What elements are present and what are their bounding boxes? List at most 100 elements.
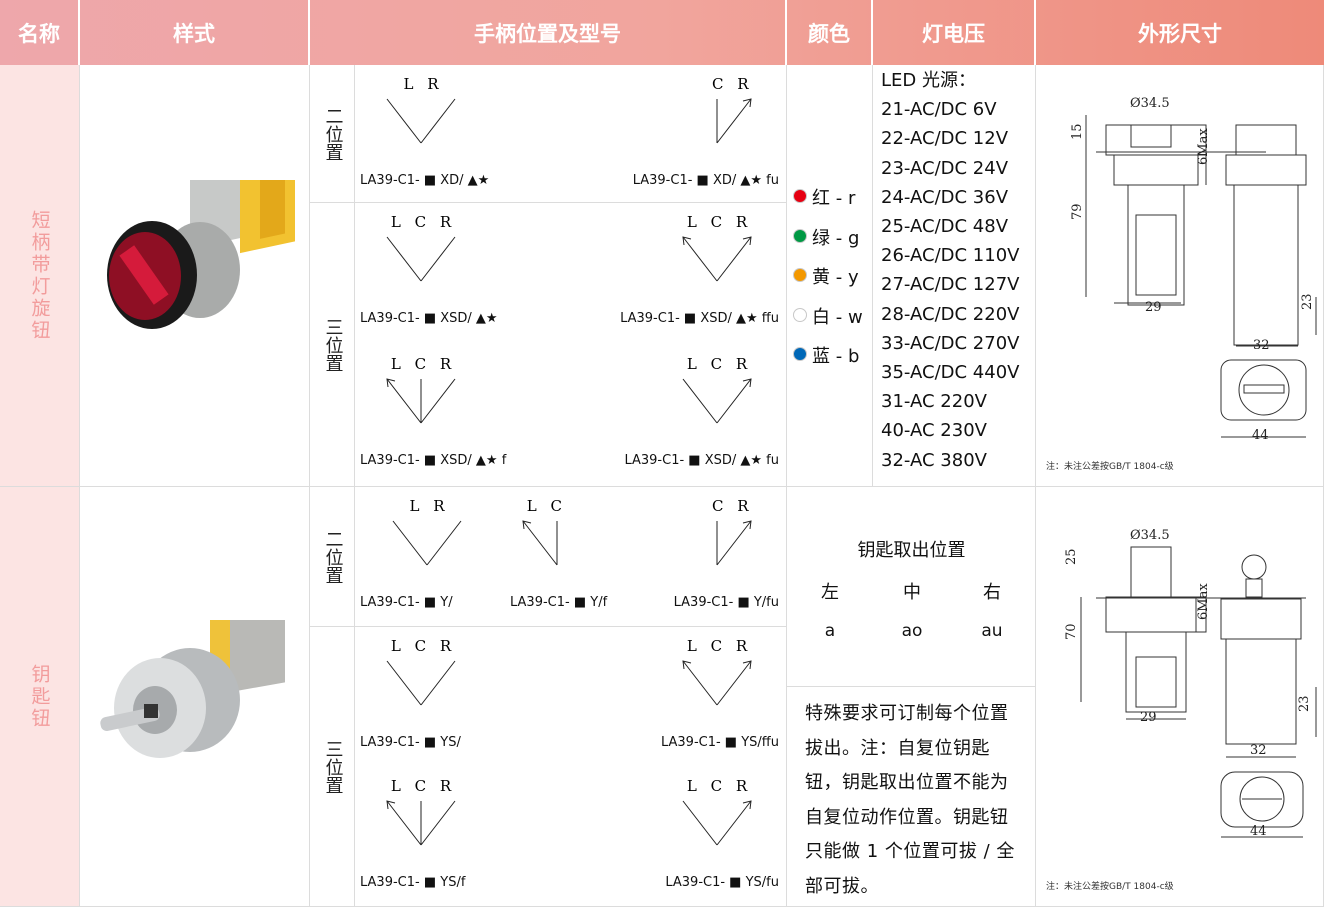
diagram-line (420, 800, 456, 846)
voltage-item: LED 光源： (881, 70, 976, 91)
position-diagram: L C R (682, 355, 752, 424)
diagram-line (682, 660, 718, 706)
diagram-line (386, 800, 422, 846)
dimension-label: 32 (1250, 743, 1267, 758)
dimension-note: 注：未注公差按GB/T 1804-c级 (1046, 882, 1174, 892)
position-label: 二位置 (322, 107, 344, 161)
dimension-cell (1036, 487, 1324, 907)
diagram-line (716, 520, 752, 566)
diagram-line (426, 520, 462, 566)
voltage-item: 27-AC/DC 127V (881, 274, 1020, 296)
header-bar (0, 0, 1324, 65)
position-diagram: C R (712, 497, 752, 566)
voltage-item: 21-AC/DC 6V (881, 99, 997, 121)
diagram-line (682, 378, 718, 424)
voltage-item: 31-AC 220V (881, 391, 987, 413)
diagram-arrow (742, 520, 752, 530)
dimension-drawing (1080, 546, 1317, 838)
diagram-letters: L C R (687, 637, 748, 655)
key-code: au (981, 621, 1003, 641)
key-code: a (824, 621, 836, 641)
diagram-letters: L C R (687, 355, 748, 373)
dimension-label: 6Max (1196, 128, 1211, 165)
diagram-arrow (386, 378, 396, 388)
diagram-line (716, 660, 752, 706)
color-name: 蓝 - b (812, 346, 860, 367)
voltage-item: 25-AC/DC 48V (881, 216, 1009, 237)
diagram-line (716, 236, 752, 282)
diagram-arrow (682, 236, 692, 246)
diagram-line (392, 520, 428, 566)
diagram-line (420, 660, 456, 706)
name-cell (0, 65, 80, 487)
position-cell (310, 65, 355, 203)
diagram-arrow (682, 660, 692, 670)
dimension-label: 15 (1070, 123, 1085, 140)
position-diagram: L C R (386, 637, 456, 706)
diagram-letters: C R (712, 497, 749, 515)
model-code: LA39-C1- ■ Y/ (360, 595, 453, 610)
position-diagram: L C (522, 497, 562, 566)
header-cell: 灯电压 (873, 0, 1036, 65)
position-label: 二位置 (322, 530, 344, 584)
dimension-label: Ø34.5 (1130, 96, 1170, 111)
voltage-item: 23-AC/DC 24V (881, 157, 1009, 179)
dimension-label: 23 (1297, 695, 1312, 712)
key-cell (787, 487, 1036, 687)
diagram-line (716, 98, 752, 144)
diagram-line (682, 236, 718, 282)
voltage-item: 26-AC/DC 110V (881, 245, 1020, 267)
model-cell (355, 203, 787, 487)
diagram-line (386, 236, 422, 282)
diagram-arrow (742, 800, 752, 810)
position-diagram: L C R (682, 777, 752, 846)
model-code: LA39-C1- ■ YS/ffu (660, 735, 779, 750)
voltage-item: 40-AC 230V (881, 420, 987, 442)
diagram-line (386, 98, 422, 144)
model-code: LA39-C1- ■ XD/ ▲★ fu (632, 173, 779, 188)
voltage-item: 24-AC/DC 36V (881, 186, 1009, 208)
photo-lamp-knob (107, 180, 295, 329)
color-dot (793, 307, 807, 322)
position-diagram: L C R (682, 637, 752, 706)
color-name: 绿 - g (812, 227, 860, 249)
diagram-letters: L C R (391, 355, 452, 373)
model-cell (355, 65, 787, 203)
dimension-drawing (1085, 115, 1317, 438)
model-cell (355, 487, 787, 627)
model-code: LA39-C1- ■ XD/ ▲★ (360, 173, 490, 188)
diagram-letters: C R (712, 75, 749, 93)
diagram-arrow (742, 660, 752, 670)
row-name: 钥匙钮 (28, 664, 51, 730)
voltage-item: 32-AC 380V (881, 449, 987, 471)
dimension-label: 44 (1252, 428, 1269, 443)
diagram-letters: L R (403, 75, 439, 93)
key-title: 钥匙取出位置 (857, 540, 966, 561)
voltage-cell (873, 65, 1036, 487)
diagram-arrow (742, 378, 752, 388)
voltage-item: 35-AC/DC 440V (881, 362, 1020, 383)
model-code: LA39-C1- ■ YS/f (360, 875, 466, 890)
diagram-letters: L C R (391, 213, 452, 231)
position-diagram: L C R (386, 355, 456, 424)
model-code: LA39-C1- ■ XSD/ ▲★ (360, 311, 498, 326)
dimension-label: 25 (1064, 548, 1079, 565)
header-cell: 外形尺寸 (1138, 21, 1222, 46)
voltage-item: 33-AC/DC 270V (881, 332, 1020, 354)
diagram-line (420, 236, 456, 282)
color-dot (793, 228, 807, 243)
position-label: 三位置 (322, 740, 344, 794)
key-position: 左 (821, 582, 839, 603)
diagram-line (716, 800, 752, 846)
color-dot (793, 189, 807, 203)
photo-cell (80, 487, 310, 907)
diagram-arrow (386, 800, 396, 810)
key-code: ao (901, 621, 923, 641)
diagram-line (522, 520, 558, 566)
diagram-line (386, 378, 422, 424)
dimension-label: 29 (1145, 300, 1162, 315)
remark: 特殊要求可订制每个位置拔出。注：自复位钥匙钮，钥匙取出位置不能为自复位动作位置。… (805, 703, 1015, 897)
position-diagram: L C R (682, 213, 752, 282)
diagram-letters: L C R (687, 213, 748, 231)
diagram-line (682, 800, 718, 846)
